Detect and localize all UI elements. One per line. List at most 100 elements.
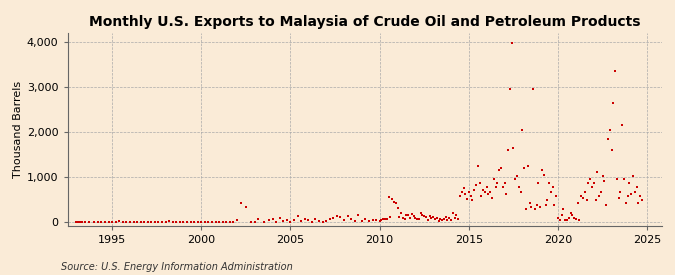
Point bbox=[587, 185, 597, 189]
Point bbox=[299, 216, 310, 221]
Point bbox=[510, 177, 520, 181]
Point bbox=[479, 189, 490, 194]
Point bbox=[390, 200, 401, 205]
Point bbox=[157, 220, 167, 224]
Point bbox=[378, 216, 389, 221]
Point bbox=[567, 213, 578, 218]
Point bbox=[626, 192, 637, 196]
Point bbox=[196, 220, 207, 224]
Point bbox=[629, 189, 640, 194]
Point bbox=[396, 211, 406, 216]
Point bbox=[281, 218, 292, 222]
Point bbox=[540, 203, 551, 207]
Point bbox=[467, 198, 478, 202]
Point bbox=[604, 128, 615, 132]
Text: Source: U.S. Energy Information Administration: Source: U.S. Energy Information Administ… bbox=[61, 262, 292, 272]
Point bbox=[544, 181, 555, 185]
Point bbox=[579, 189, 590, 194]
Point bbox=[603, 136, 614, 141]
Point bbox=[558, 207, 569, 211]
Point bbox=[178, 220, 189, 224]
Point bbox=[99, 220, 110, 224]
Point bbox=[528, 87, 539, 91]
Point bbox=[228, 220, 239, 224]
Point bbox=[564, 215, 574, 220]
Point bbox=[615, 189, 626, 194]
Point bbox=[483, 192, 494, 196]
Point bbox=[634, 194, 645, 198]
Point bbox=[121, 219, 132, 224]
Point bbox=[490, 185, 501, 189]
Point bbox=[324, 216, 335, 221]
Point bbox=[314, 219, 325, 223]
Point bbox=[478, 187, 489, 192]
Point bbox=[346, 216, 356, 221]
Point bbox=[465, 194, 476, 198]
Point bbox=[529, 207, 540, 211]
Point bbox=[512, 174, 522, 179]
Point bbox=[398, 215, 408, 220]
Point bbox=[476, 194, 487, 198]
Point bbox=[394, 214, 405, 219]
Point bbox=[592, 170, 603, 175]
Point bbox=[379, 217, 390, 222]
Point bbox=[440, 214, 451, 219]
Point bbox=[410, 215, 421, 220]
Point bbox=[371, 218, 381, 222]
Point bbox=[110, 220, 121, 224]
Point bbox=[271, 219, 281, 224]
Point bbox=[412, 217, 423, 222]
Point bbox=[401, 213, 412, 218]
Point bbox=[203, 220, 214, 224]
Point bbox=[107, 220, 117, 224]
Point bbox=[259, 219, 269, 224]
Point bbox=[84, 220, 95, 224]
Point bbox=[353, 213, 364, 217]
Point bbox=[574, 218, 585, 222]
Point bbox=[376, 218, 387, 222]
Point bbox=[449, 215, 460, 220]
Point bbox=[470, 183, 481, 187]
Point bbox=[171, 219, 182, 224]
Point bbox=[442, 218, 453, 222]
Point bbox=[565, 211, 576, 216]
Point bbox=[381, 217, 392, 221]
Point bbox=[569, 215, 580, 220]
Point bbox=[458, 186, 469, 190]
Point bbox=[462, 196, 472, 201]
Point bbox=[303, 218, 314, 222]
Y-axis label: Thousand Barrels: Thousand Barrels bbox=[13, 81, 23, 178]
Point bbox=[310, 217, 321, 221]
Point bbox=[149, 220, 160, 224]
Point bbox=[423, 218, 433, 222]
Point bbox=[581, 198, 592, 202]
Point bbox=[437, 218, 448, 222]
Point bbox=[224, 220, 235, 224]
Point bbox=[192, 220, 203, 224]
Point bbox=[296, 219, 306, 223]
Point bbox=[331, 214, 342, 218]
Point bbox=[594, 194, 605, 198]
Point bbox=[578, 196, 589, 200]
Point bbox=[485, 189, 495, 194]
Point bbox=[535, 204, 545, 209]
Point bbox=[335, 215, 346, 219]
Point bbox=[356, 219, 367, 223]
Point bbox=[182, 220, 192, 224]
Point bbox=[508, 146, 519, 150]
Point bbox=[246, 220, 256, 224]
Point bbox=[124, 220, 135, 224]
Point bbox=[428, 214, 439, 219]
Point bbox=[339, 218, 350, 222]
Point bbox=[617, 123, 628, 127]
Point bbox=[210, 220, 221, 224]
Point bbox=[590, 198, 601, 202]
Point bbox=[385, 215, 396, 219]
Point bbox=[562, 218, 572, 222]
Point bbox=[207, 220, 217, 224]
Point bbox=[74, 220, 85, 224]
Point bbox=[429, 216, 440, 221]
Point bbox=[608, 101, 619, 105]
Point bbox=[542, 198, 553, 202]
Point bbox=[469, 187, 480, 192]
